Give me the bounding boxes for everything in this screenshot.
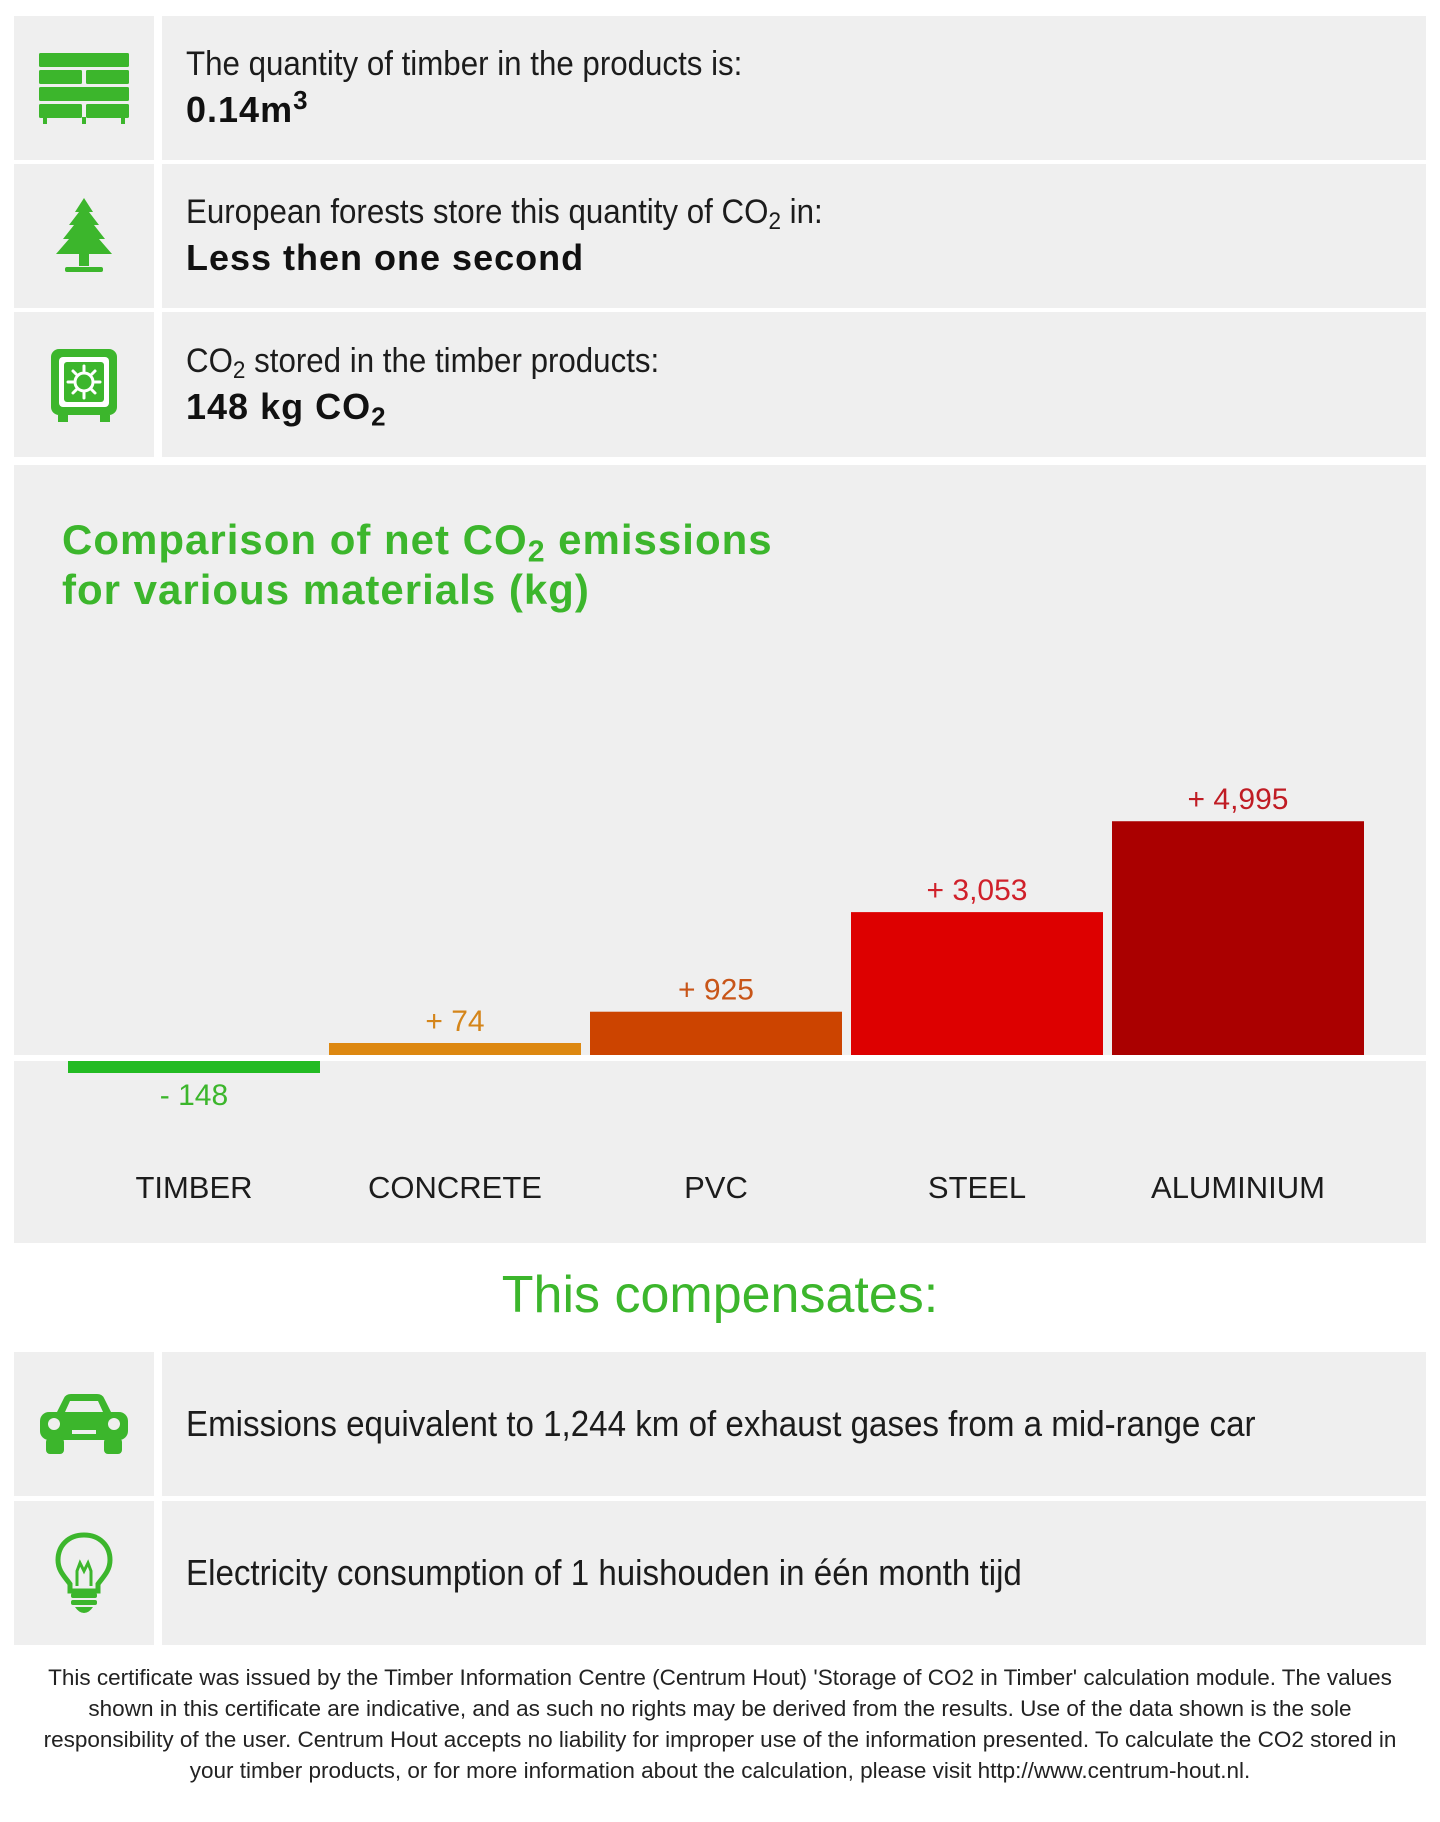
footer-disclaimer: This certificate was issued by the Timbe… [14, 1662, 1426, 1786]
footer-line: shown in this certificate are indicative… [88, 1696, 1352, 1721]
light-bulb-icon-cell [14, 1501, 154, 1645]
info-text-cell: The quantity of timber in the products i… [162, 16, 1426, 160]
data-label-timber: - 148 [160, 1079, 228, 1112]
chart-baseline [14, 1055, 1426, 1061]
info-value: 0.14m3 [186, 87, 309, 130]
bar-aluminium [1112, 821, 1364, 1055]
data-label-concrete: + 74 [425, 1005, 484, 1038]
bar-steel [851, 912, 1103, 1055]
compensate-row-car: Emissions equivalent to 1,244 km of exha… [14, 1352, 1426, 1496]
info-label: The quantity of timber in the products i… [186, 45, 743, 83]
category-label-concrete: CONCRETE [368, 1170, 542, 1205]
info-label: CO2 stored in the timber products: [186, 341, 660, 384]
footer-line: This certificate was issued by the Timbe… [48, 1665, 1392, 1690]
info-row-co2-stored: CO2 stored in the timber products: 148 k… [14, 312, 1426, 457]
timber-stack-icon [39, 53, 129, 124]
info-row-forest-storage: European forests store this quantity of … [14, 164, 1426, 308]
car-icon [40, 1394, 128, 1454]
compensate-text: Emissions equivalent to 1,244 km of exha… [186, 1403, 1256, 1444]
bar-pvc [590, 1011, 842, 1055]
chart-title-line1: Comparison of net CO2 emissions [62, 516, 773, 569]
info-value: Less then one second [186, 237, 585, 278]
chart-title-line2: for various materials (kg) [62, 566, 590, 613]
info-text-cell: European forests store this quantity of … [162, 164, 1426, 308]
footer-line: your timber products, or for more inform… [189, 1758, 1251, 1783]
compensates-heading: This compensates: [501, 1266, 939, 1324]
category-label-pvc: PVC [684, 1170, 748, 1205]
bar-timber [68, 1061, 320, 1073]
category-label-steel: STEEL [928, 1170, 1026, 1205]
bar-chart: - 148 TIMBER + 74 CONCRETE + 925 PVC + 3,053 ST… [14, 783, 1426, 1205]
tree-icon-cell [14, 164, 154, 308]
chart-panel: Comparison of net CO2 emissions for vari… [14, 465, 1426, 1243]
footer-line: responsibility of the user. Centrum Hout… [43, 1727, 1397, 1752]
compensate-text-cell: Emissions equivalent to 1,244 km of exha… [162, 1352, 1426, 1496]
safe-icon [51, 348, 117, 422]
car-icon-cell [14, 1352, 154, 1496]
data-label-pvc: + 925 [678, 974, 754, 1007]
timber-stack-icon-cell [14, 16, 154, 160]
info-value: 148 kg CO2 [186, 385, 387, 431]
info-text-cell: CO2 stored in the timber products: 148 k… [162, 312, 1426, 457]
data-label-steel: + 3,053 [927, 874, 1028, 907]
compensate-text-cell: Electricity consumption of 1 huishouden … [162, 1501, 1426, 1645]
light-bulb-icon [55, 1532, 113, 1613]
info-row-timber-quantity: The quantity of timber in the products i… [14, 16, 1426, 160]
tree-icon [56, 198, 112, 272]
data-label-aluminium: + 4,995 [1188, 783, 1289, 816]
compensate-text: Electricity consumption of 1 huishouden … [186, 1552, 1022, 1593]
chart-title: Comparison of net CO2 emissions for vari… [62, 515, 773, 615]
category-label-timber: TIMBER [135, 1170, 252, 1205]
compensate-row-electricity: Electricity consumption of 1 huishouden … [14, 1501, 1426, 1645]
category-label-aluminium: ALUMINIUM [1151, 1170, 1325, 1205]
info-label: European forests store this quantity of … [186, 193, 823, 236]
bar-concrete [329, 1043, 581, 1055]
safe-icon-cell [14, 312, 154, 457]
